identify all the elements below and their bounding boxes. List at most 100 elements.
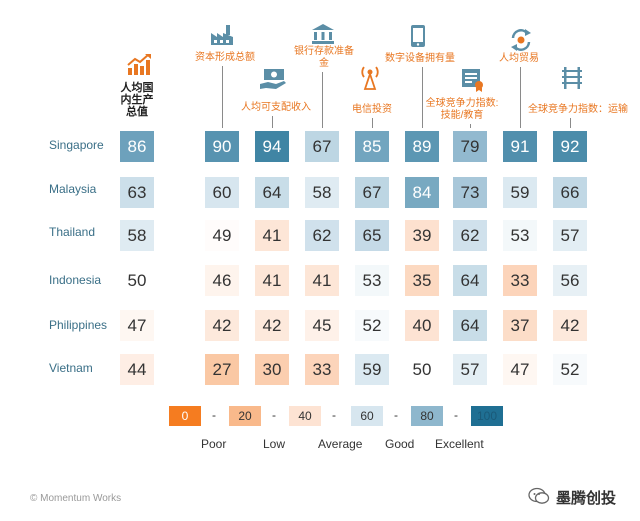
header-leader-line: [372, 118, 373, 128]
legend-label: Average: [318, 437, 363, 451]
heatmap-cell: 62: [453, 220, 487, 251]
heatmap-cell: 42: [553, 310, 587, 341]
heatmap-cell: 56: [553, 265, 587, 296]
row-label: Philippines: [49, 318, 108, 332]
heatmap-cell: 79: [453, 131, 487, 162]
heatmap-cell: 27: [205, 354, 239, 385]
heatmap-cell: 89: [405, 131, 439, 162]
header-leader-line: [422, 67, 423, 128]
heatmap-cell: 58: [120, 220, 154, 251]
legend-swatch: 40: [289, 406, 321, 426]
heatmap-cell: 41: [255, 265, 289, 296]
column-header-6: 全球竞争力指数:技能/教育: [425, 98, 499, 121]
heatmap-cell: 62: [305, 220, 339, 251]
legend-swatch: 0: [169, 406, 201, 426]
legend-dash: -: [272, 408, 276, 422]
legend-swatch: 80: [411, 406, 443, 426]
row-label: Vietnam: [49, 361, 93, 375]
heatmap-cell: 44: [120, 354, 154, 385]
heatmap-cell: 47: [120, 310, 154, 341]
row-label: Malaysia: [49, 182, 97, 196]
heatmap-cell: 57: [553, 220, 587, 251]
heatmap-cell: 90: [205, 131, 239, 162]
header-leader-line: [470, 124, 471, 128]
row-label: Thailand: [49, 225, 96, 239]
heatmap-cell: 47: [503, 354, 537, 385]
header-leader-line: [570, 118, 571, 128]
heatmap-cell: 52: [355, 310, 389, 341]
heatmap-cell: 91: [503, 131, 537, 162]
heatmap-cell: 53: [503, 220, 537, 251]
header-leader-line: [322, 72, 323, 128]
heatmap-cell: 42: [255, 310, 289, 341]
heatmap-cell: 63: [120, 177, 154, 208]
growth-chart-icon: [126, 54, 152, 81]
legend-label: Good: [385, 437, 415, 451]
heatmap-cell: 35: [405, 265, 439, 296]
legend-label: Low: [263, 437, 286, 451]
heatmap-cell: 53: [355, 265, 389, 296]
header-leader-line: [272, 116, 273, 128]
heatmap-cell: 60: [205, 177, 239, 208]
legend-swatch: 60: [351, 406, 383, 426]
heatmap-cell: 52: [553, 354, 587, 385]
row-label: Singapore: [49, 138, 104, 152]
certificate-icon: [461, 68, 485, 97]
heatmap-cell: 58: [305, 177, 339, 208]
cash-hand-icon: [258, 68, 288, 97]
column-header-1: 资本形成总额: [195, 52, 255, 63]
heatmap-cell: 66: [553, 177, 587, 208]
trade-exchange-icon: [509, 28, 533, 57]
legend-label: Poor: [201, 437, 227, 451]
heatmap-cell: 86: [120, 131, 154, 162]
heatmap-cell: 84: [405, 177, 439, 208]
heatmap-cell: 64: [453, 265, 487, 296]
heatmap-cell: 65: [355, 220, 389, 251]
heatmap-cell: 30: [255, 354, 289, 385]
heatmap-cell: 33: [503, 265, 537, 296]
heatmap-cell: 41: [255, 220, 289, 251]
column-header-3: 银行存款准备金: [294, 46, 354, 69]
column-header-4: 电信投资: [352, 104, 392, 115]
rail-icon: [561, 66, 583, 95]
heatmap-cell: 46: [205, 265, 239, 296]
heatmap-cell: 57: [453, 354, 487, 385]
factory-icon: [210, 24, 234, 51]
heatmap-cell: 59: [355, 354, 389, 385]
heatmap-cell: 39: [405, 220, 439, 251]
header-leader-line: [222, 66, 223, 128]
heatmap-cell: 92: [553, 131, 587, 162]
heatmap-cell: 37: [503, 310, 537, 341]
row-label: Indonesia: [49, 273, 102, 287]
credit-text: © Momentum Works: [30, 493, 122, 504]
legend-dash: -: [212, 408, 216, 422]
bank-icon: [311, 23, 335, 50]
column-header-0: 人均国内生产总值: [120, 82, 154, 118]
column-header-8: 全球竞争力指数：运输: [528, 104, 628, 115]
header-leader-line: [520, 67, 521, 128]
legend-swatch: 20: [229, 406, 261, 426]
heatmap-cell: 64: [453, 310, 487, 341]
heatmap-cell: 59: [503, 177, 537, 208]
legend-dash: -: [454, 408, 458, 422]
antenna-icon: [359, 64, 381, 95]
heatmap-cell: 40: [405, 310, 439, 341]
legend-label: Excellent: [435, 437, 484, 451]
heatmap-cell: 49: [205, 220, 239, 251]
heatmap-cell: 42: [205, 310, 239, 341]
heatmap-cell: 45: [305, 310, 339, 341]
legend-dash: -: [332, 408, 336, 422]
heatmap-cell: 50: [405, 354, 439, 385]
heatmap-cell: 67: [305, 131, 339, 162]
heatmap-cell: 50: [120, 265, 154, 296]
heatmap-cell: 73: [453, 177, 487, 208]
legend-dash: -: [394, 408, 398, 422]
heatmap-cell: 85: [355, 131, 389, 162]
heatmap-cell: 64: [255, 177, 289, 208]
brand-name: 墨腾创投: [556, 490, 617, 507]
heatmap-cell: 41: [305, 265, 339, 296]
legend-swatch: 100: [471, 406, 503, 426]
heatmap-cell: 94: [255, 131, 289, 162]
smartphone-icon: [410, 24, 426, 53]
heatmap-cell: 67: [355, 177, 389, 208]
